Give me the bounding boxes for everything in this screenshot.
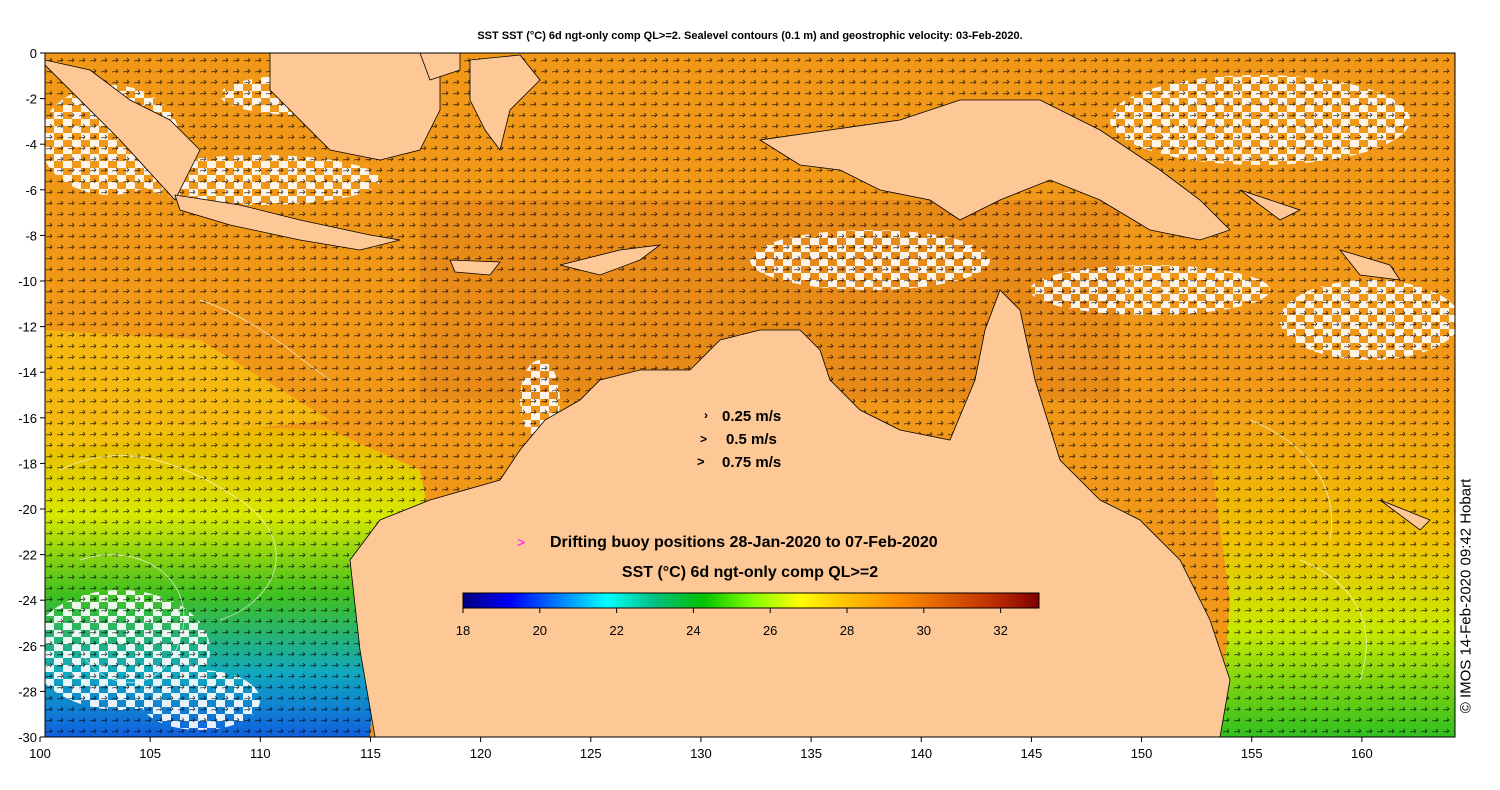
colorbar-tick-label: 28 [840,623,854,638]
x-tick-label: 140 [910,746,932,761]
australia-land [349,289,1231,737]
x-axis: 100 105 110 115 120 125 130 135 140 145 150 155 160 [29,737,1373,761]
x-tick-label: 135 [800,746,822,761]
x-tick-label: 150 [1131,746,1153,761]
y-tick-label: -6 [25,183,37,198]
plot-frame [44,52,1456,738]
new-guinea-land [758,99,1231,241]
y-tick-label: -24 [18,593,37,608]
y-tick-label: -8 [25,228,37,243]
sealevel-contours [59,299,1367,683]
colorbar-tick-label: 32 [993,623,1007,638]
colorbar: SST (°C) 6d ngt-only comp QL>=2 18 20 22 24… [456,564,1040,638]
credit-text: © IMOS 14-Feb-2020 09:42 Hobart [1457,478,1475,714]
buoy-marker: > [517,534,525,550]
map-title: SST SST (°C) 6d ngt-only comp QL>=2. Sea… [477,30,1023,42]
y-tick-label: -18 [18,456,37,471]
solomon-islands [1338,249,1401,281]
y-tick-label: -16 [18,411,37,426]
y-tick-label: -28 [18,684,37,699]
x-tick-label: 130 [690,746,712,761]
sumatra-land [45,59,201,201]
x-tick-label: 155 [1241,746,1263,761]
colorbar-tick-label: 22 [609,623,623,638]
y-tick-label: -30 [18,730,37,745]
map-layers [45,53,1455,737]
y-tick-label: -26 [18,639,37,654]
y-tick-label: -22 [18,548,37,563]
y-tick-label: -2 [25,92,37,107]
y-axis: 0 -2 -4 -6 -8 -10 -12 -14 -16 -18 -20 -22 -24 -26 -28 -… [18,46,45,745]
sumbawa-land [449,259,501,276]
x-tick-label: 160 [1351,746,1373,761]
colorbar-tick-label: 30 [917,623,931,638]
y-tick-label: -12 [18,320,37,335]
y-tick-label: -4 [25,137,37,152]
buoy-label: Drifting buoy positions 28-Jan-2020 to 0… [550,534,938,551]
new-caledonia [1379,499,1431,531]
sulawesi-land [469,54,541,151]
y-tick-label: -10 [18,274,37,289]
philippines-land [419,53,461,81]
velocity-arrow-medium: > [700,432,707,446]
y-tick-label: 0 [30,46,37,61]
y-tick-label: -14 [18,365,37,380]
colorbar-ticks: 18 20 22 24 26 28 30 32 [456,608,1008,638]
buoy-legend: > Drifting buoy positions 28-Jan-2020 to… [517,534,938,551]
colorbar-tick-label: 18 [456,623,470,638]
velocity-arrow-small: › [704,408,708,422]
x-tick-label: 120 [470,746,492,761]
colorbar-title: SST (°C) 6d ngt-only comp QL>=2 [622,564,878,581]
x-tick-label: 105 [139,746,161,761]
velocity-label-2: 0.75 m/s [722,454,781,471]
colorbar-tick-label: 24 [686,623,700,638]
java-land [174,194,401,251]
colorbar-scale [462,592,1040,609]
land-masses [45,53,1431,737]
timor-land [559,244,662,276]
velocity-label-0: 0.25 m/s [722,408,781,425]
x-tick-label: 100 [29,746,51,761]
velocity-arrow-large: > [697,454,705,469]
x-tick-label: 110 [250,746,271,761]
y-tick-label: -20 [18,502,37,517]
colorbar-tick-label: 26 [763,623,777,638]
colorbar-tick-label: 20 [533,623,547,638]
x-tick-label: 125 [580,746,602,761]
png-islands [1239,189,1302,221]
velocity-legend: › 0.25 m/s > 0.5 m/s > 0.75 m/s [697,408,781,471]
x-tick-label: 145 [1021,746,1043,761]
velocity-label-1: 0.5 m/s [726,431,777,448]
x-tick-label: 115 [360,746,381,761]
